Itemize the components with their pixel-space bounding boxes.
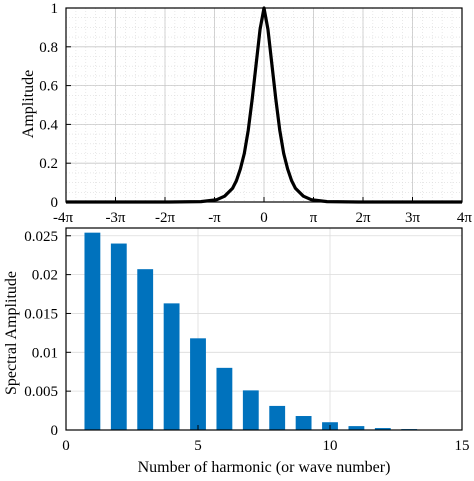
pulse-line <box>66 6 462 204</box>
y-tick-label: 0.6 <box>39 79 58 95</box>
spectrum-plot-frame <box>65 227 463 431</box>
x-tick-label: π <box>310 210 318 226</box>
spectrum-bar <box>216 367 233 430</box>
x-tick-label: -3π <box>105 210 125 226</box>
x-tick-label: 0 <box>260 210 268 226</box>
spectrum-x-axis-label: Number of harmonic (or wave number) <box>138 459 391 476</box>
spectrum-bar <box>163 303 180 430</box>
x-tick-label: 4π <box>457 210 473 226</box>
pulse-plot: 0 0.2 0.4 0.6 0.8 1 -4π -3π -2π -π 0 π 2π 3π 4π Amplit… <box>20 1 472 226</box>
x-tick-label: 5 <box>194 438 202 454</box>
y-tick-label: 0.2 <box>39 156 58 172</box>
spectrum-bar <box>190 338 206 430</box>
spectrum-bars <box>84 232 444 430</box>
y-tick-label: 0.8 <box>39 40 58 56</box>
x-tick-label: 10 <box>323 438 338 454</box>
pulse-curve <box>66 6 462 204</box>
spectrum-bar <box>348 426 365 430</box>
y-tick-label: 0.015 <box>24 306 58 322</box>
y-tick-label: 0 <box>51 423 59 439</box>
y-tick-label: 0.025 <box>24 229 58 245</box>
y-tick-label: 0.005 <box>24 384 58 400</box>
spectrum-bar <box>295 416 312 430</box>
x-tick-label: -π <box>208 210 221 226</box>
spectrum-bar <box>110 243 127 430</box>
x-tick-label: -2π <box>155 210 175 226</box>
spectrum-plot-ticks: 0 0.005 0.01 0.015 0.02 0.025 0 5 10 15 <box>24 229 469 454</box>
x-tick-label: 15 <box>455 438 470 454</box>
x-tick-label: 2π <box>355 210 371 226</box>
spectrum-bar <box>374 428 391 430</box>
spectrum-bar <box>84 232 101 430</box>
pulse-y-axis-label: Amplitude <box>20 70 37 138</box>
plot-frame <box>65 227 463 431</box>
x-tick-label: -4π <box>53 210 73 226</box>
y-tick-label: 0.01 <box>32 345 58 361</box>
x-tick-label: 3π <box>405 210 421 226</box>
pulse-plot-ticks: 0 0.2 0.4 0.6 0.8 1 -4π -3π -2π -π 0 π 2π 3π 4π <box>39 1 472 226</box>
x-tick-label: 0 <box>62 438 70 454</box>
y-tick-label: 1 <box>51 1 59 17</box>
pulse-plot-grid <box>65 7 463 203</box>
spectrum-bar <box>137 269 154 430</box>
spectrum-bar <box>242 390 259 430</box>
spectrum-bar <box>269 405 286 430</box>
y-tick-label: 0 <box>51 195 59 211</box>
spectrum-plot: 0 0.005 0.01 0.015 0.02 0.025 0 5 10 15 Spectral … <box>3 227 470 476</box>
spectrum-y-axis-label: Spectral Amplitude <box>3 271 20 395</box>
y-tick-label: 0.4 <box>39 117 58 133</box>
y-tick-label: 0.02 <box>32 268 58 284</box>
